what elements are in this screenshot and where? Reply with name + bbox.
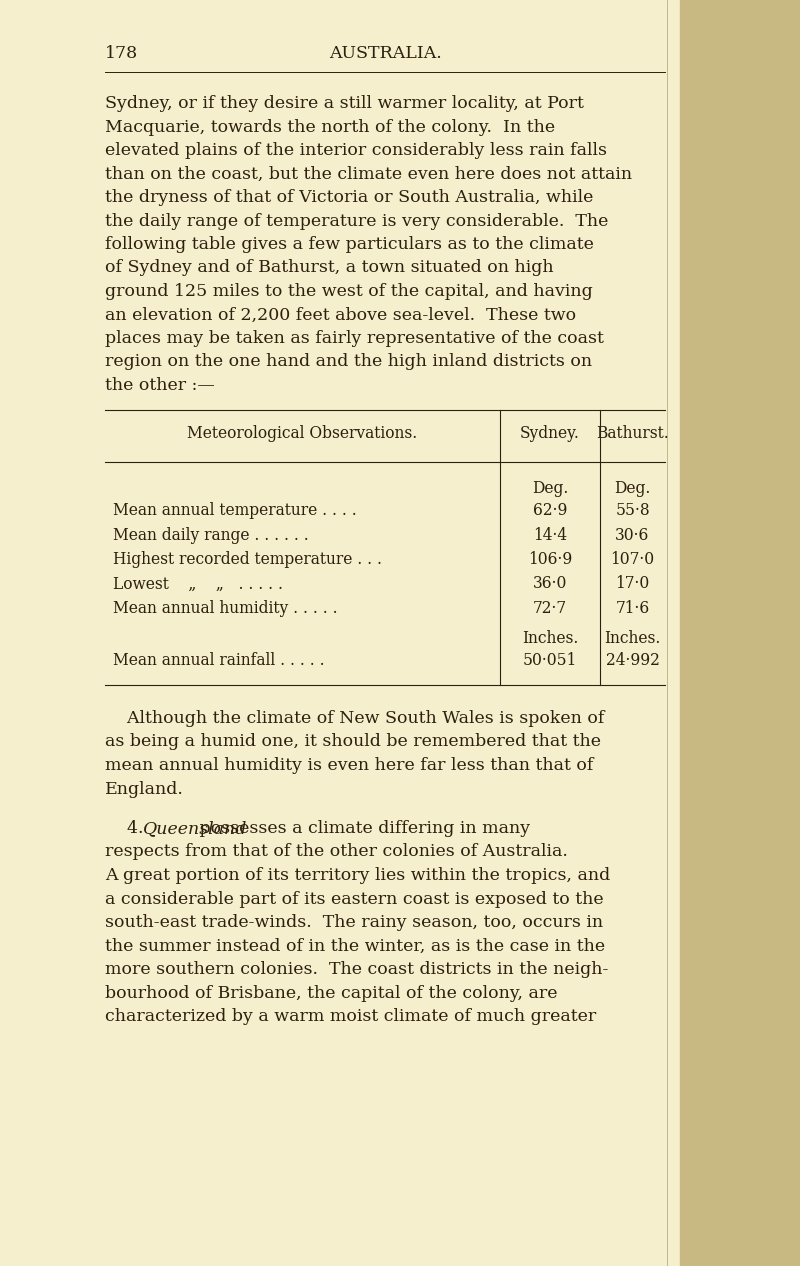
Text: Mean daily range . . . . . .: Mean daily range . . . . . . xyxy=(113,527,309,543)
Text: 62·9: 62·9 xyxy=(533,503,567,519)
Text: 36·0: 36·0 xyxy=(533,576,567,592)
Text: region on the one hand and the high inland districts on: region on the one hand and the high inla… xyxy=(105,353,592,371)
Text: Sydney.: Sydney. xyxy=(520,425,580,442)
Text: 30·6: 30·6 xyxy=(615,527,650,543)
Text: a considerable part of its eastern coast is exposed to the: a considerable part of its eastern coast… xyxy=(105,890,604,908)
Text: 24·992: 24·992 xyxy=(606,652,659,668)
Text: Deg.: Deg. xyxy=(614,480,650,498)
Text: 71·6: 71·6 xyxy=(615,600,650,617)
Text: south-east trade-winds.  The rainy season, too, occurs in: south-east trade-winds. The rainy season… xyxy=(105,914,603,931)
Text: an elevation of 2,200 feet above sea-level.  These two: an elevation of 2,200 feet above sea-lev… xyxy=(105,306,576,324)
Text: Mean annual temperature . . . .: Mean annual temperature . . . . xyxy=(113,503,357,519)
Text: as being a humid one, it should be remembered that the: as being a humid one, it should be remem… xyxy=(105,733,601,751)
Text: elevated plains of the interior considerably less rain falls: elevated plains of the interior consider… xyxy=(105,142,607,160)
Text: Inches.: Inches. xyxy=(522,630,578,647)
Text: Inches.: Inches. xyxy=(604,630,661,647)
Text: Lowest    „    „   . . . . .: Lowest „ „ . . . . . xyxy=(113,576,283,592)
Text: A great portion of its territory lies within the tropics, and: A great portion of its territory lies wi… xyxy=(105,867,610,884)
Text: bourhood of Brisbane, the capital of the colony, are: bourhood of Brisbane, the capital of the… xyxy=(105,985,558,1001)
Bar xyxy=(680,0,800,1266)
Text: possesses a climate differing in many: possesses a climate differing in many xyxy=(194,820,530,837)
Text: mean annual humidity is even here far less than that of: mean annual humidity is even here far le… xyxy=(105,757,594,774)
Text: Deg.: Deg. xyxy=(532,480,568,498)
Text: 178: 178 xyxy=(105,46,138,62)
Text: Meteorological Observations.: Meteorological Observations. xyxy=(187,425,418,442)
Text: places may be taken as fairly representative of the coast: places may be taken as fairly representa… xyxy=(105,330,604,347)
Text: respects from that of the other colonies of Australia.: respects from that of the other colonies… xyxy=(105,843,568,861)
Text: 106·9: 106·9 xyxy=(528,551,572,568)
Text: Mean annual humidity . . . . .: Mean annual humidity . . . . . xyxy=(113,600,338,617)
Text: Sydney, or if they desire a still warmer locality, at Port: Sydney, or if they desire a still warmer… xyxy=(105,95,584,111)
Text: Queensland: Queensland xyxy=(143,820,247,837)
Text: Mean annual rainfall . . . . .: Mean annual rainfall . . . . . xyxy=(113,652,325,668)
Text: than on the coast, but the climate even here does not attain: than on the coast, but the climate even … xyxy=(105,166,632,182)
Text: following table gives a few particulars as to the climate: following table gives a few particulars … xyxy=(105,235,594,253)
Text: ground 125 miles to the west of the capital, and having: ground 125 miles to the west of the capi… xyxy=(105,284,593,300)
Text: AUSTRALIA.: AUSTRALIA. xyxy=(329,46,442,62)
Text: the summer instead of in the winter, as is the case in the: the summer instead of in the winter, as … xyxy=(105,938,605,955)
Text: Bathurst.: Bathurst. xyxy=(596,425,669,442)
Text: the daily range of temperature is very considerable.  The: the daily range of temperature is very c… xyxy=(105,213,608,229)
Text: the dryness of that of Victoria or South Australia, while: the dryness of that of Victoria or South… xyxy=(105,189,594,206)
Text: 4.: 4. xyxy=(105,820,149,837)
Text: 50·051: 50·051 xyxy=(523,652,577,668)
Text: England.: England. xyxy=(105,781,184,798)
Text: 14·4: 14·4 xyxy=(533,527,567,543)
Text: 55·8: 55·8 xyxy=(615,503,650,519)
Text: more southern colonies.  The coast districts in the neigh-: more southern colonies. The coast distri… xyxy=(105,961,608,979)
Text: Although the climate of New South Wales is spoken of: Although the climate of New South Wales … xyxy=(105,710,604,727)
Text: characterized by a warm moist climate of much greater: characterized by a warm moist climate of… xyxy=(105,1008,596,1025)
Text: Highest recorded temperature . . .: Highest recorded temperature . . . xyxy=(113,551,382,568)
Text: the other :—: the other :— xyxy=(105,377,214,394)
Text: 17·0: 17·0 xyxy=(615,576,650,592)
Text: 72·7: 72·7 xyxy=(533,600,567,617)
Text: 107·0: 107·0 xyxy=(610,551,654,568)
Text: of Sydney and of Bathurst, a town situated on high: of Sydney and of Bathurst, a town situat… xyxy=(105,260,554,276)
Text: Macquarie, towards the north of the colony.  In the: Macquarie, towards the north of the colo… xyxy=(105,119,555,135)
